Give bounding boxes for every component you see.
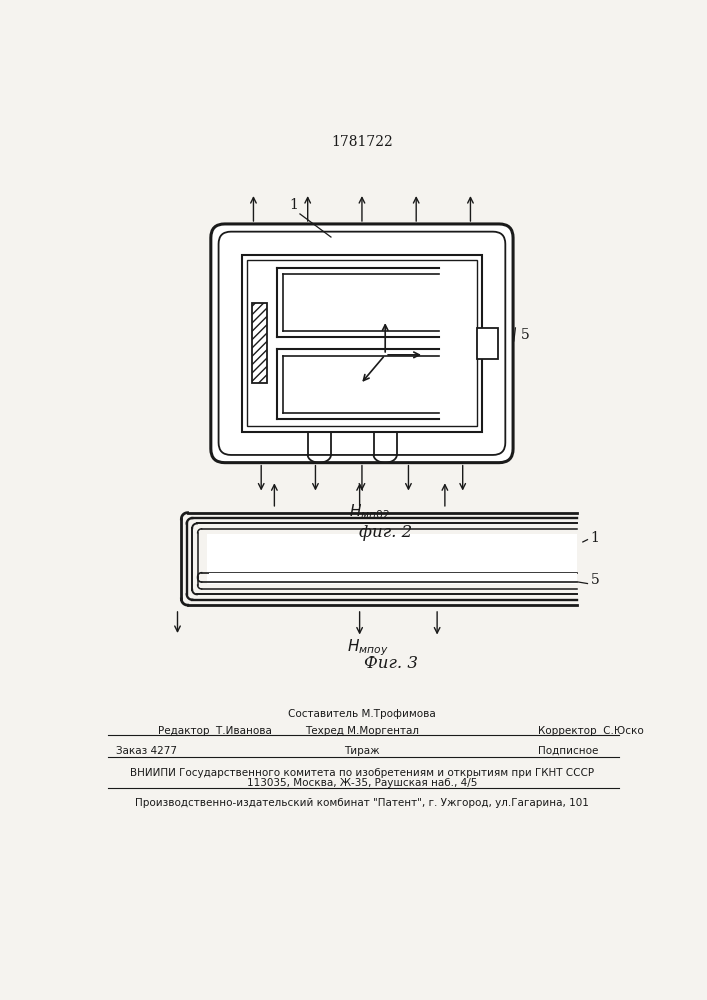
Text: фиг. 2: фиг. 2 xyxy=(358,524,411,541)
Bar xyxy=(252,303,267,383)
Text: $H_{мп02}$: $H_{мп02}$ xyxy=(349,503,390,521)
Text: Редактор  Т.Иванова: Редактор Т.Иванова xyxy=(158,726,272,736)
Text: Производственно-издательский комбинат "Патент", г. Ужгород, ул.Гагарина, 101: Производственно-издательский комбинат "П… xyxy=(135,798,589,808)
Text: Подписное: Подписное xyxy=(538,746,598,756)
Bar xyxy=(209,573,577,581)
Text: Z: Z xyxy=(387,303,396,316)
Text: 1781722: 1781722 xyxy=(331,135,393,149)
Bar xyxy=(247,260,477,426)
Text: 113035, Москва, Ж-35, Раушская наб., 4/5: 113035, Москва, Ж-35, Раушская наб., 4/5 xyxy=(247,778,477,788)
Text: у: у xyxy=(356,392,363,405)
Text: Составитель М.Трофимова: Составитель М.Трофимова xyxy=(288,709,436,719)
Bar xyxy=(477,328,498,359)
Text: 1: 1 xyxy=(590,531,600,545)
Text: ВНИИПИ Государственного комитета по изобретениям и открытиям при ГКНТ СССР: ВНИИПИ Государственного комитета по изоб… xyxy=(130,768,594,778)
Bar xyxy=(284,356,440,412)
Text: Фиг. 3: Фиг. 3 xyxy=(363,655,418,672)
Text: Заказ 4277: Заказ 4277 xyxy=(115,746,177,756)
Text: Техред М.Моргентал: Техред М.Моргентал xyxy=(305,726,419,736)
Text: Тираж: Тираж xyxy=(344,746,380,756)
Bar xyxy=(252,303,267,383)
Bar xyxy=(242,255,482,432)
FancyBboxPatch shape xyxy=(211,224,513,463)
Text: Корректор  С.Юско: Корректор С.Юско xyxy=(538,726,643,736)
Text: 5: 5 xyxy=(590,573,600,587)
Bar xyxy=(283,268,440,406)
Text: 1: 1 xyxy=(289,198,298,212)
Text: $H_{мпоу}$: $H_{мпоу}$ xyxy=(346,637,388,658)
Text: 5: 5 xyxy=(521,328,530,342)
Bar xyxy=(284,274,440,330)
Text: 0: 0 xyxy=(376,340,384,353)
Bar xyxy=(207,534,577,584)
Text: X: X xyxy=(428,347,437,360)
